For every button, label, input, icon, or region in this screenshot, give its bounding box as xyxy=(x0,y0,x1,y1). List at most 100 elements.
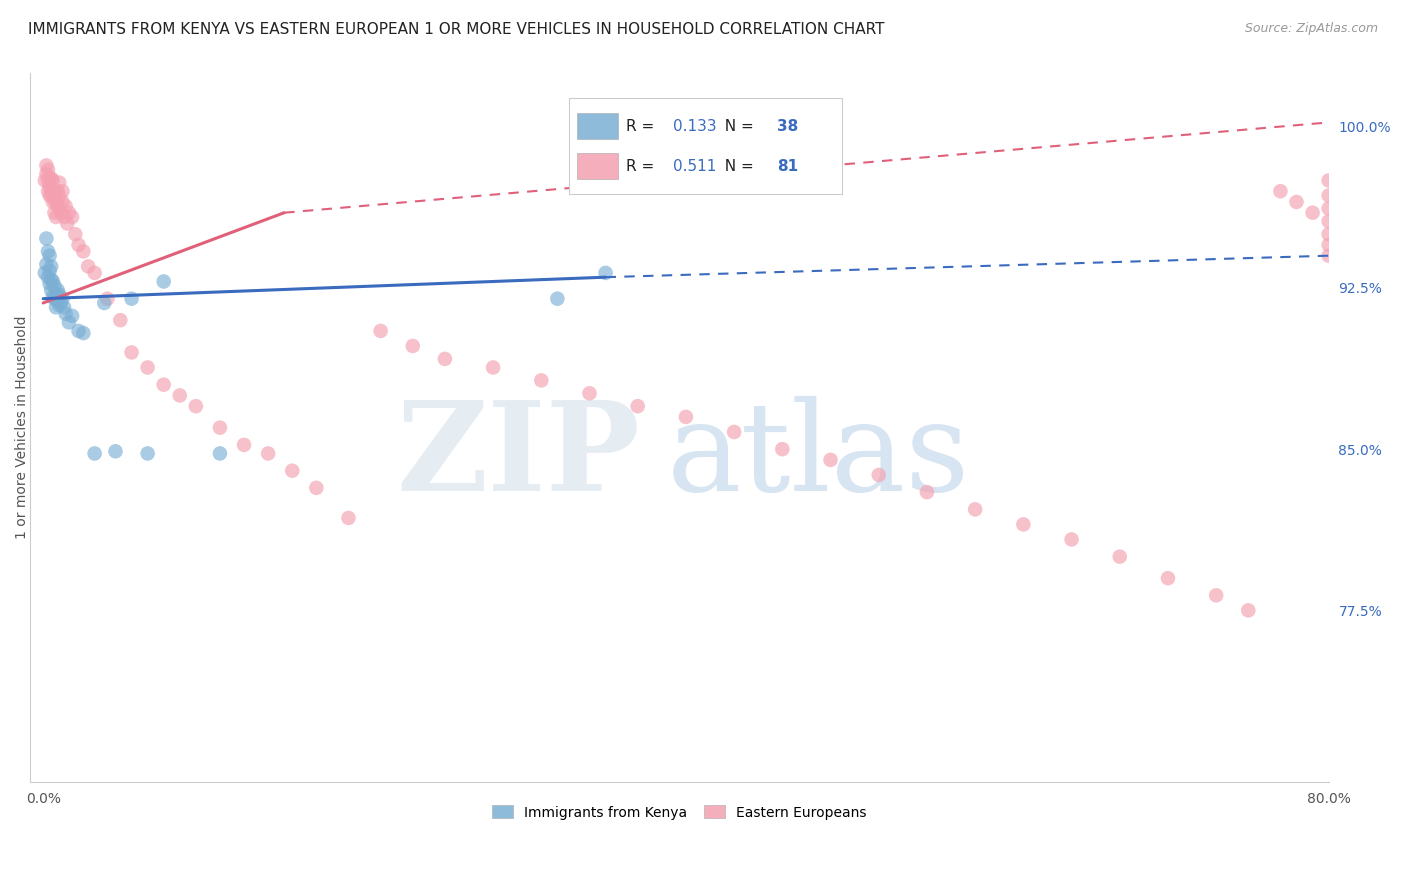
Point xyxy=(44,292,66,306)
Point xyxy=(1317,202,1340,216)
Point xyxy=(1302,205,1324,219)
Point xyxy=(60,309,83,323)
Point xyxy=(44,184,66,198)
Point xyxy=(77,260,100,274)
Point xyxy=(51,194,73,209)
Text: R =: R = xyxy=(626,119,659,134)
Point xyxy=(35,167,58,181)
Point xyxy=(35,231,58,245)
Point xyxy=(770,442,793,457)
Point xyxy=(530,373,553,387)
Point xyxy=(1108,549,1130,564)
Point xyxy=(83,446,105,460)
Text: ZIP: ZIP xyxy=(396,395,641,516)
Point xyxy=(46,283,69,297)
Point xyxy=(49,205,72,219)
Point xyxy=(37,244,59,259)
Point xyxy=(96,292,118,306)
Point xyxy=(39,180,62,194)
Point xyxy=(675,409,697,424)
Point xyxy=(60,210,83,224)
Point xyxy=(820,453,842,467)
Point xyxy=(370,324,392,338)
Point xyxy=(42,275,65,289)
Point xyxy=(915,485,938,500)
Y-axis label: 1 or more Vehicles in Household: 1 or more Vehicles in Household xyxy=(15,316,30,540)
Point xyxy=(184,399,207,413)
Point xyxy=(42,194,65,209)
Text: 81: 81 xyxy=(778,159,799,174)
Point xyxy=(45,194,67,209)
Point xyxy=(48,287,70,301)
Point xyxy=(169,388,191,402)
Point xyxy=(595,266,617,280)
Point xyxy=(83,266,105,280)
Point xyxy=(1205,588,1227,602)
Point xyxy=(121,345,143,359)
Point xyxy=(1285,194,1308,209)
Point xyxy=(1317,173,1340,187)
Text: Source: ZipAtlas.com: Source: ZipAtlas.com xyxy=(1244,22,1378,36)
Point xyxy=(337,511,360,525)
Point xyxy=(1317,249,1340,263)
Point xyxy=(35,158,58,172)
Point xyxy=(55,199,77,213)
Point xyxy=(38,188,60,202)
Point xyxy=(48,202,70,216)
Point xyxy=(136,446,159,460)
Point xyxy=(55,307,77,321)
Point xyxy=(1270,184,1292,198)
Point xyxy=(45,300,67,314)
Point xyxy=(58,205,80,219)
Point xyxy=(1317,188,1340,202)
Legend: Immigrants from Kenya, Eastern Europeans: Immigrants from Kenya, Eastern Europeans xyxy=(486,799,872,825)
Point xyxy=(49,296,72,310)
Point xyxy=(868,467,890,482)
Point xyxy=(42,184,65,198)
Point xyxy=(44,205,66,219)
Point xyxy=(1317,238,1340,252)
Point xyxy=(44,278,66,293)
Text: IMMIGRANTS FROM KENYA VS EASTERN EUROPEAN 1 OR MORE VEHICLES IN HOUSEHOLD CORREL: IMMIGRANTS FROM KENYA VS EASTERN EUROPEA… xyxy=(28,22,884,37)
Point xyxy=(51,292,73,306)
Point xyxy=(58,315,80,329)
Point xyxy=(1317,214,1340,228)
Text: 0.133: 0.133 xyxy=(673,119,717,134)
Point xyxy=(152,377,174,392)
Point xyxy=(37,270,59,285)
Point xyxy=(546,292,568,306)
Point xyxy=(121,292,143,306)
Point xyxy=(1012,517,1035,532)
Point xyxy=(208,446,231,460)
Point xyxy=(46,293,69,308)
Point xyxy=(1237,603,1260,617)
Point xyxy=(72,326,94,340)
Point xyxy=(34,266,56,280)
Point xyxy=(39,283,62,297)
Point xyxy=(152,275,174,289)
Point xyxy=(482,360,505,375)
Point xyxy=(34,173,56,187)
Point xyxy=(578,386,600,401)
Point xyxy=(48,298,70,312)
Point xyxy=(110,313,132,327)
Point xyxy=(965,502,987,516)
Point xyxy=(39,260,62,274)
Point xyxy=(67,324,90,338)
Point xyxy=(627,399,650,413)
Point xyxy=(37,162,59,177)
Point xyxy=(72,244,94,259)
Point xyxy=(35,257,58,271)
Point xyxy=(45,287,67,301)
Point xyxy=(723,425,745,439)
Point xyxy=(39,171,62,186)
Point xyxy=(233,438,256,452)
Point xyxy=(48,176,70,190)
Point xyxy=(1317,227,1340,242)
Point xyxy=(38,171,60,186)
Point xyxy=(45,210,67,224)
Text: R =: R = xyxy=(626,159,659,174)
Point xyxy=(38,180,60,194)
Point xyxy=(44,193,66,207)
Point xyxy=(48,188,70,202)
